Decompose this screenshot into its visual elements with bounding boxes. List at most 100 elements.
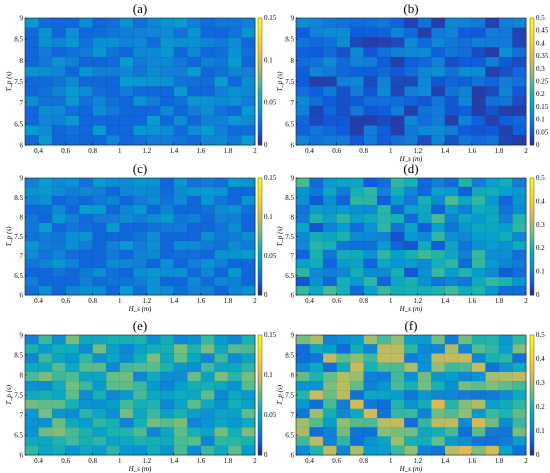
heatmap-cell	[431, 445, 446, 456]
colorbar-segment	[530, 410, 534, 414]
y-tick-label: 8.5	[14, 36, 23, 44]
heatmap-cell	[146, 125, 161, 136]
heatmap-cell	[160, 27, 175, 39]
heatmap-cell	[65, 334, 80, 345]
heatmap-cell	[133, 353, 148, 364]
heatmap-cell	[65, 105, 80, 117]
heatmap-cell	[78, 222, 94, 233]
heatmap-cell	[444, 47, 459, 58]
heatmap-cell	[173, 86, 188, 97]
heatmap-cell	[38, 56, 53, 68]
heatmap-cell	[160, 285, 175, 296]
heatmap-cell	[444, 195, 459, 206]
heatmap-cell	[24, 231, 40, 242]
heatmap-cell	[417, 390, 432, 401]
heatmap-cell	[417, 240, 432, 251]
y-tick-label: 7.5	[285, 78, 294, 86]
heatmap-cell	[417, 249, 432, 260]
heatmap-cell	[349, 222, 365, 233]
heatmap-cell	[431, 285, 446, 296]
heatmap-cell	[200, 285, 215, 296]
heatmap-cell	[309, 399, 324, 410]
heatmap-cell	[377, 96, 392, 107]
heatmap-cell	[146, 186, 161, 197]
colorbar-segment	[530, 344, 534, 348]
colorbar-segment	[530, 245, 534, 249]
heatmap-cell	[498, 204, 514, 215]
heatmap-cell	[336, 86, 351, 97]
colorbar-segment	[258, 422, 262, 426]
heatmap-cell	[65, 56, 80, 68]
heatmap-cell	[498, 240, 514, 251]
heatmap-cell	[38, 380, 53, 391]
heatmap-cell	[24, 47, 40, 58]
colorbar-segment	[530, 371, 534, 375]
heatmap-cell	[214, 353, 229, 364]
heatmap-cell	[119, 417, 134, 428]
heatmap-cell	[160, 115, 175, 127]
colorbar-segment	[258, 125, 262, 130]
heatmap-cell	[471, 353, 486, 364]
heatmap-cell	[322, 56, 338, 68]
colorbar-segment	[258, 129, 262, 133]
heatmap-cell	[512, 427, 527, 438]
heatmap-cell	[38, 362, 53, 373]
colorbar-segment	[258, 262, 262, 267]
colorbar-segment	[530, 71, 534, 76]
heatmap-cell	[200, 362, 215, 373]
heatmap-cell	[227, 445, 243, 456]
y-axis-label: T_p (s)	[276, 71, 284, 92]
heatmap-cell	[377, 445, 392, 456]
heatmap-cell	[187, 417, 202, 428]
heatmap-cell	[119, 249, 134, 260]
heatmap-cell	[187, 258, 202, 269]
heatmap-cell	[214, 125, 229, 136]
heatmap-cell	[65, 27, 80, 39]
heatmap-cell	[390, 427, 405, 438]
colorbar-segment	[258, 289, 262, 293]
heatmap-cell	[417, 27, 432, 39]
heatmap-cell	[512, 105, 527, 117]
heatmap-cell	[390, 285, 405, 296]
heatmap-cell	[363, 17, 378, 29]
heatmap-cell	[92, 195, 107, 206]
heatmap-cell	[227, 334, 243, 345]
colorbar-tick-label: 0.15	[264, 14, 277, 22]
heatmap-cell	[498, 125, 514, 136]
colorbar-segment	[258, 230, 262, 235]
colorbar-segment	[530, 27, 534, 32]
colorbar-segment	[530, 56, 534, 60]
heatmap-cell	[512, 204, 527, 215]
heatmap-cell	[349, 27, 365, 39]
heatmap-cell	[458, 390, 473, 401]
heatmap-cell	[78, 135, 94, 146]
heatmap-cell	[458, 56, 473, 68]
heatmap-cell	[160, 445, 175, 456]
panel-label: (e)	[133, 318, 147, 333]
colorbar-segment	[258, 37, 262, 41]
heatmap-cell	[51, 371, 67, 382]
colorbar-segment	[258, 75, 262, 79]
heatmap-cell	[431, 276, 446, 287]
heatmap-cell	[336, 213, 351, 224]
heatmap-cell	[65, 240, 80, 251]
heatmap-cell	[417, 371, 432, 382]
x-tick-label: 0.4	[305, 147, 314, 155]
heatmap-cell	[458, 17, 473, 29]
y-tick-label: 7.5	[285, 233, 294, 241]
heatmap-cell	[349, 195, 365, 206]
heatmap-cell	[214, 76, 229, 87]
heatmap-cell	[309, 371, 324, 382]
heatmap-cell	[349, 436, 365, 447]
heatmap-cell	[200, 105, 215, 117]
colorbar-segment	[530, 416, 534, 420]
heatmap-cell	[363, 240, 378, 251]
heatmap-cell	[65, 37, 80, 48]
heatmap-cell	[78, 427, 94, 438]
heatmap-cell	[295, 56, 311, 68]
heatmap-cell	[227, 195, 243, 206]
heatmap-cell	[200, 258, 215, 269]
heatmap-cell	[377, 353, 392, 364]
heatmap-cell	[498, 56, 514, 68]
heatmap-cell	[92, 445, 107, 456]
